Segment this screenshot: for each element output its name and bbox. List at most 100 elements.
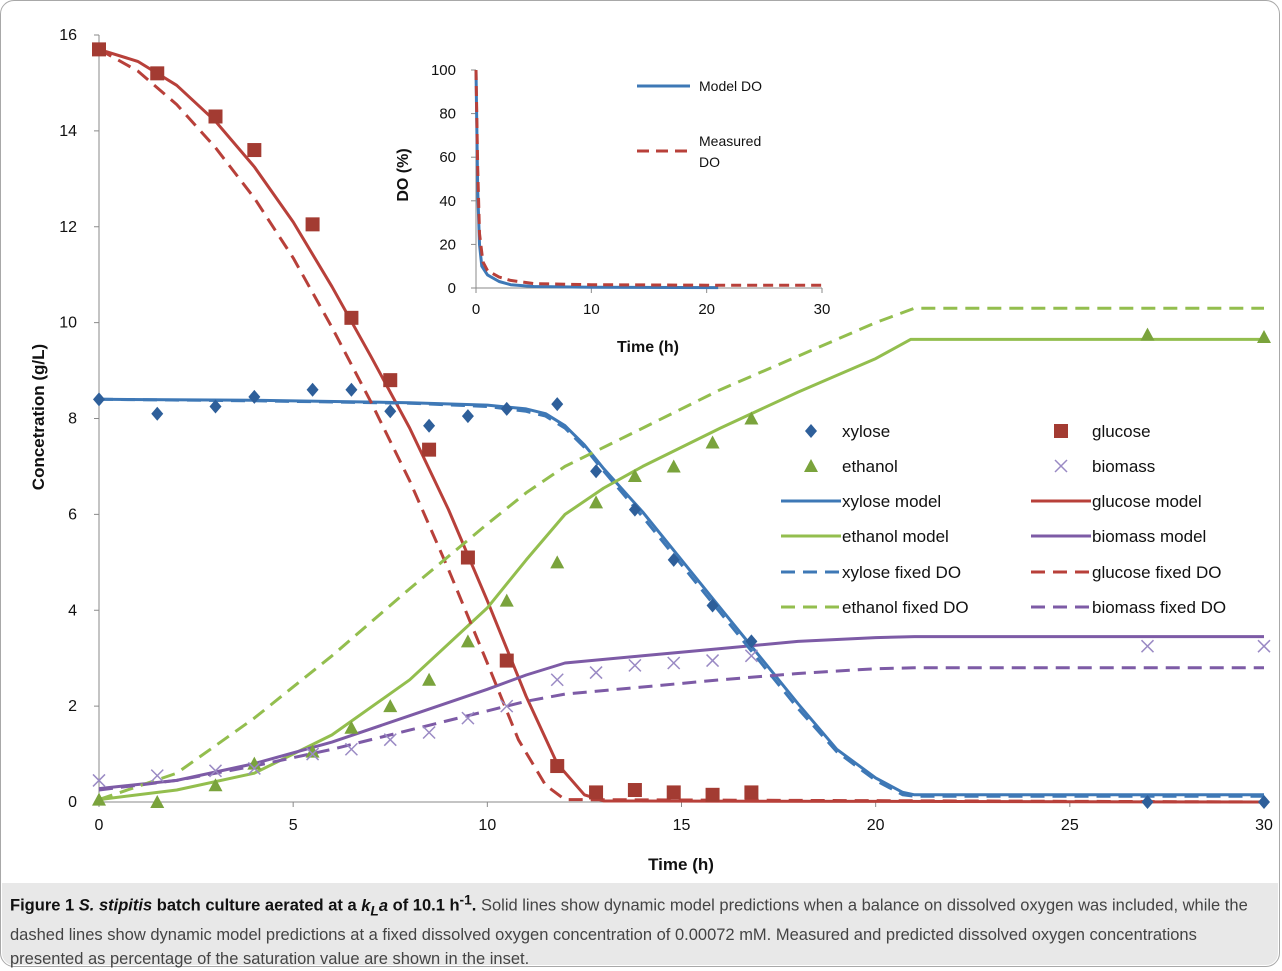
- series-glucose-markers: [92, 42, 759, 802]
- glucose-data-point: [550, 759, 565, 774]
- biomass-data-point: [344, 742, 358, 756]
- legend-label: xylose: [842, 422, 890, 441]
- glucose-data-point: [150, 66, 165, 81]
- legend-diamond-symbol: [805, 424, 817, 438]
- inset-legend-item-model-do: Model DO: [637, 78, 762, 94]
- glucose-data-point: [383, 373, 398, 388]
- xylose-data-point: [345, 382, 358, 397]
- legend-square-symbol: [1054, 424, 1068, 438]
- xylose-data-point: [1258, 795, 1270, 809]
- inset-x-tick-label: 10: [583, 301, 600, 318]
- main-y-tick-label: 6: [68, 506, 77, 523]
- glucose-data-point: [744, 785, 759, 800]
- xylose-data-point: [384, 404, 397, 419]
- legend-triangle-symbol: [804, 459, 818, 472]
- ethanol-data-point: [589, 495, 604, 509]
- ethanol-data-point: [383, 699, 398, 713]
- legend-label: biomass fixed DO: [1092, 598, 1226, 617]
- inset-x-ticks: 0 10 20 30: [472, 288, 831, 318]
- main-y-axis-title: Concetration (g/L): [29, 344, 48, 490]
- ethanol-data-point: [247, 756, 262, 770]
- glucose-data-point: [92, 42, 106, 57]
- biomass-data-point: [150, 769, 164, 783]
- main-x-tick-label: 10: [478, 817, 496, 834]
- main-x-tick-label: 30: [1255, 817, 1273, 834]
- series-ethanol-markers: [92, 327, 1271, 808]
- inset-legend: Model DO Measured DO: [637, 78, 762, 170]
- main-y-ticks: 0 2 4 6 8 10 12 14 16: [59, 27, 99, 811]
- legend-item-ethanol: ethanol: [804, 457, 898, 476]
- xylose-data-point: [706, 598, 719, 613]
- biomass-data-point: [383, 733, 397, 747]
- legend-item-xylose: xylose: [805, 422, 890, 441]
- xylose-data-point: [209, 399, 222, 414]
- legend-label: ethanol fixed DO: [842, 598, 969, 617]
- inset-x-axis-title: Time (h): [617, 339, 679, 356]
- biomass-data-point: [744, 649, 758, 663]
- ethanol-data-point: [705, 435, 720, 449]
- inset-x-tick-label: 0: [472, 301, 480, 318]
- caption-kla-sub: L: [370, 902, 379, 918]
- main-y-tick-label: 4: [68, 602, 77, 619]
- main-series-lines: [98, 47, 1265, 804]
- xylose-data-point: [93, 392, 105, 407]
- caption-background: [2, 883, 1278, 965]
- inset-y-tick-label: 20: [439, 236, 456, 253]
- biomass-data-point: [422, 725, 436, 740]
- glucose-data-point: [344, 310, 359, 325]
- xylose-data-point: [500, 401, 513, 416]
- main-x-tick-label: 5: [289, 817, 298, 834]
- xylose-data-point: [667, 552, 680, 567]
- main-legend: xylose glucose ethanol biomass xylose model g…: [781, 422, 1226, 617]
- series-xylose-fixed-do-line: [98, 397, 1264, 798]
- legend-label: glucose: [1092, 422, 1151, 441]
- series-biomass-markers: [92, 639, 1271, 787]
- main-plot: 0 2 4 6 8 10 12 14 16 0 5 10 15 20 25 30 Time (h) Conc…: [29, 27, 1273, 874]
- glucose-data-point: [208, 109, 223, 124]
- inset-y-axis-title: DO (%): [395, 148, 412, 201]
- glucose-data-point: [460, 550, 475, 565]
- main-y-tick-label: 0: [68, 794, 77, 811]
- ethanol-data-point: [1257, 330, 1271, 344]
- xylose-data-point: [423, 418, 436, 433]
- series-ethanol-fixed-do-line: [98, 306, 1264, 802]
- caption-kla-k: k: [361, 896, 371, 915]
- xylose-data-point: [590, 464, 603, 479]
- caption-title-part-2: of 10.1 h: [392, 896, 460, 915]
- caption-kla-a: a: [378, 896, 389, 915]
- biomass-data-point: [247, 761, 261, 775]
- series-model-do-line: [474, 69, 719, 290]
- glucose-data-point: [627, 783, 642, 798]
- main-x-tick-label: 15: [673, 817, 691, 834]
- caption-title-sup: -1: [459, 892, 472, 907]
- series-measured-do-line: [474, 69, 822, 287]
- legend-item-glucose: glucose: [1054, 422, 1151, 441]
- ethanol-data-point: [627, 469, 642, 483]
- biomass-data-point: [461, 711, 475, 725]
- biomass-data-point: [667, 656, 681, 670]
- main-x-tick-label: 25: [1061, 817, 1079, 834]
- xylose-data-point: [248, 389, 261, 404]
- ethanol-data-point: [422, 672, 437, 686]
- biomass-data-point: [208, 764, 223, 778]
- glucose-data-point: [666, 785, 681, 800]
- main-x-ticks: 0 5 10 15 20 25 30: [95, 802, 1273, 834]
- legend-label: xylose model: [842, 492, 941, 511]
- inset-x-tick-label: 30: [814, 301, 831, 318]
- xylose-data-point: [151, 406, 164, 421]
- legend-item-ethanol-fixed-do: ethanol fixed DO: [781, 598, 969, 617]
- inset-series-lines: [474, 69, 822, 290]
- inset-y-tick-label: 0: [448, 280, 456, 297]
- inset-y-tick-label: 100: [431, 62, 456, 79]
- legend-item-glucose-fixed-do: glucose fixed DO: [1031, 563, 1221, 582]
- inset-legend-item-measured-do: Measured DO: [637, 133, 761, 170]
- legend-item-xylose-fixed-do: xylose fixed DO: [781, 563, 961, 582]
- caption-organism: S. stipitis: [78, 896, 153, 915]
- biomass-data-point: [550, 673, 564, 687]
- biomass-data-point: [589, 666, 603, 680]
- legend-item-xylose-model: xylose model: [781, 492, 941, 511]
- main-x-tick-label: 0: [95, 817, 104, 834]
- ethanol-data-point: [460, 634, 475, 648]
- legend-label: biomass model: [1092, 527, 1206, 546]
